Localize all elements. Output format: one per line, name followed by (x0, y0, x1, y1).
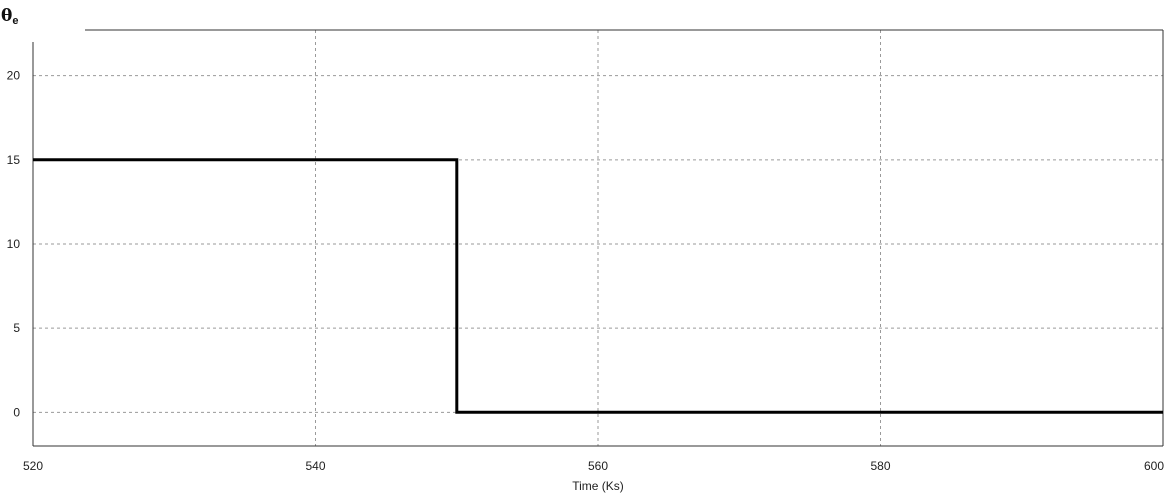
series-group (33, 158, 1163, 414)
grid (33, 30, 1163, 446)
y-axis-title-subscript: e (12, 15, 18, 27)
y-axis-title-symbol: θ (1, 6, 12, 26)
y-tick-label: 5 (13, 321, 20, 335)
x-tick-label: 580 (870, 459, 890, 473)
y-tick-label: 0 (13, 405, 20, 419)
y-tick-label: 20 (7, 69, 21, 83)
x-tick-label: 600 (1144, 459, 1164, 473)
x-tick-labels: 520 540 560 580 600 (23, 459, 1164, 473)
series-line (33, 158, 1163, 414)
y-tick-label: 10 (7, 237, 21, 251)
plot-frame (32, 29, 1164, 447)
x-tick-label: 540 (305, 459, 325, 473)
x-axis-title: Time (Ks) (572, 479, 624, 493)
y-tick-label: 15 (7, 153, 21, 167)
x-tick-label: 520 (23, 459, 43, 473)
x-tick-label: 560 (588, 459, 608, 473)
y-axis-title: θe (1, 6, 18, 27)
y-tick-labels: 0 5 10 15 20 (7, 69, 21, 420)
